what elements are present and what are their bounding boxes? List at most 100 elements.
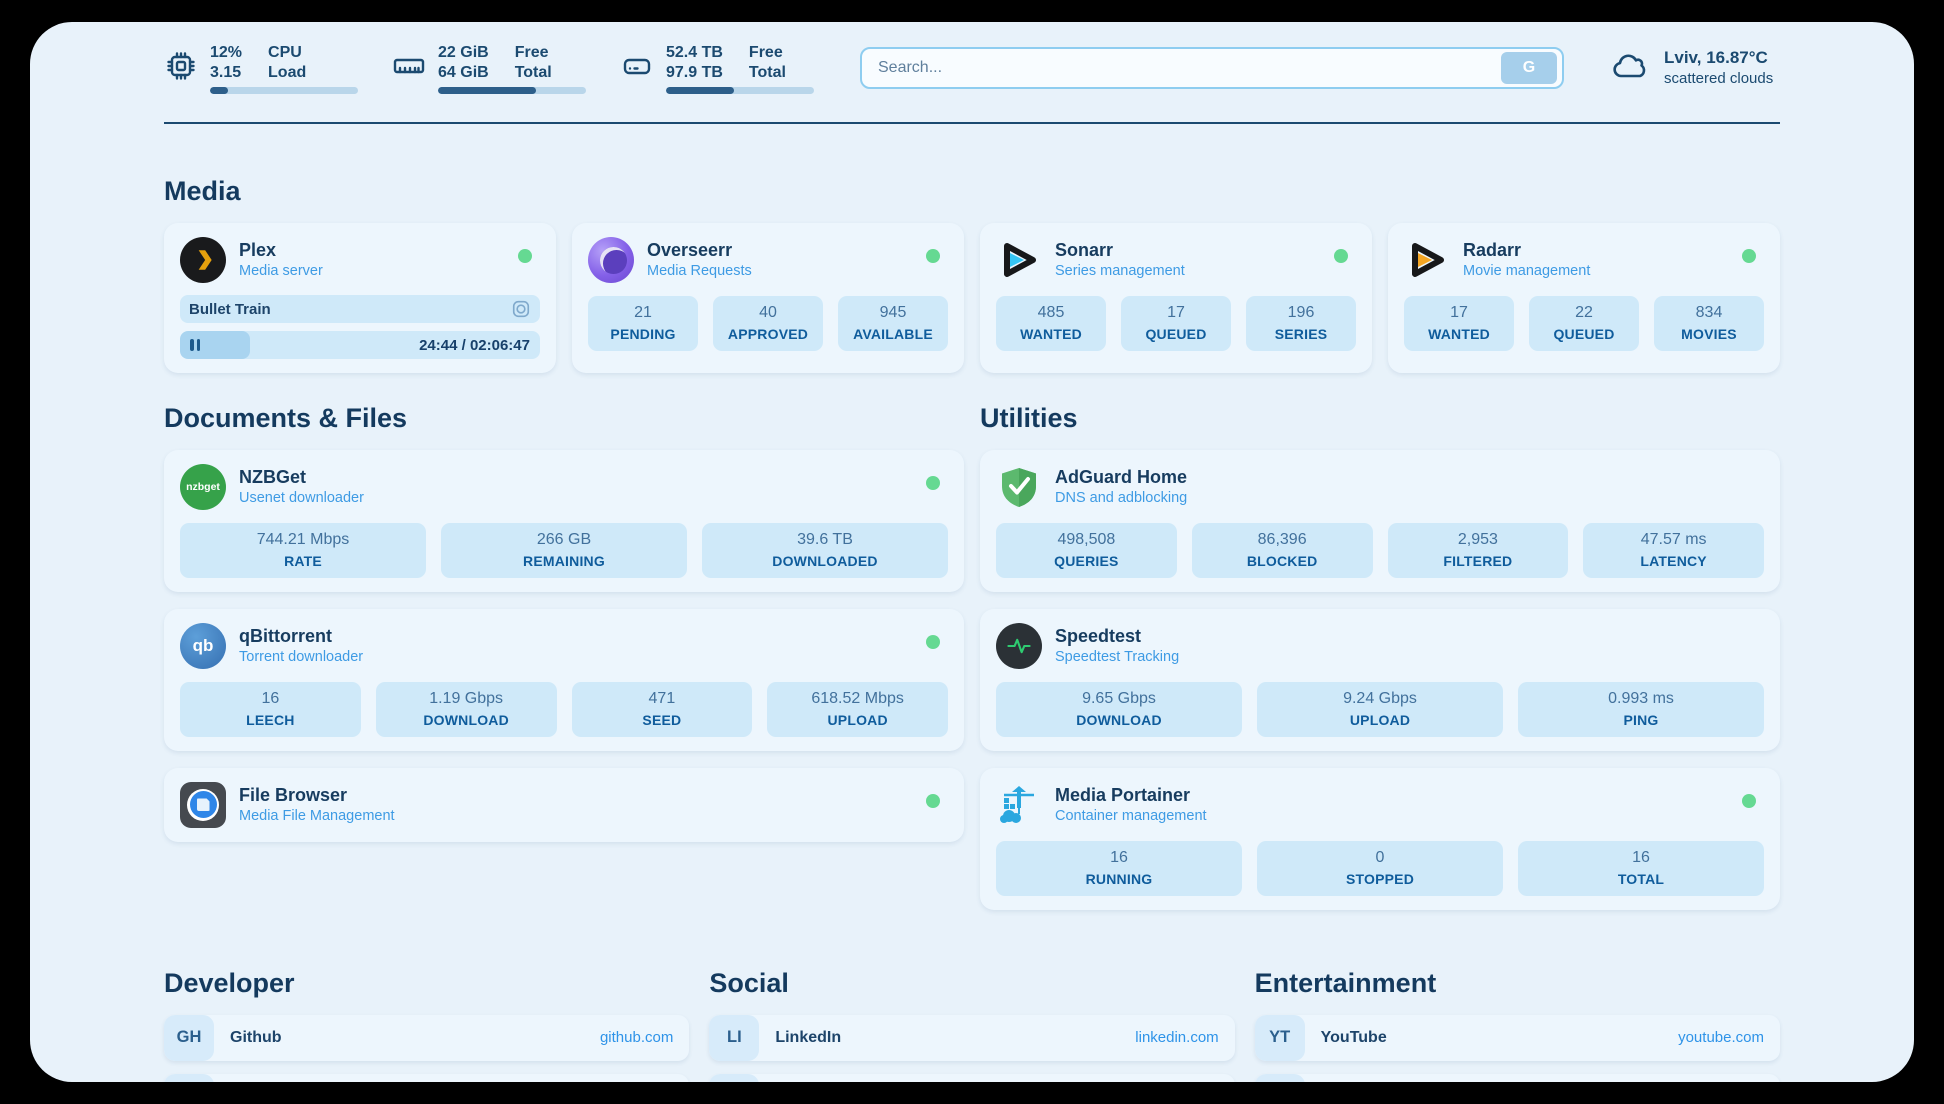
now-playing-title: Bullet Train	[189, 300, 271, 318]
app-card-adguard[interactable]: AdGuard Home DNS and adblocking 498,508 Q…	[980, 450, 1780, 592]
stat-pill: 16 LEECH	[180, 681, 361, 737]
section-entertainment: Entertainment YT YouTube youtube.com NF …	[1254, 967, 1780, 1082]
status-dot-online	[926, 249, 940, 263]
disk-label-total: Total	[748, 63, 786, 81]
disk-progress-bar	[666, 86, 814, 94]
weather-condition: scattered clouds	[1664, 70, 1774, 88]
app-card-sonarr[interactable]: Sonarr Series management 485 WANTED 17 QUE…	[980, 223, 1372, 373]
app-card-filebrowser[interactable]: File Browser Media File Management	[164, 767, 964, 842]
link-row-twitter[interactable]: TW Twitter twitter.com	[709, 1073, 1235, 1082]
status-dot-online	[926, 634, 940, 649]
stat-pill: 266 GB REMAINING	[441, 523, 687, 578]
stat-pill: 1.19 Gbps DOWNLOAD	[375, 681, 557, 737]
stat-pill: 9.65 Gbps DOWNLOAD	[996, 681, 1242, 737]
section-documents: Documents & Files nzbget NZBGet Usenet d…	[164, 403, 964, 910]
section-title-entertainment: Entertainment	[1254, 967, 1437, 998]
link-row-netflix[interactable]: NF Netflix netflix.com	[1254, 1073, 1780, 1082]
stat-pill: 16 TOTAL	[1518, 840, 1764, 896]
app-subtitle: Media File Management	[239, 807, 395, 824]
ram-progress-bar	[438, 86, 586, 94]
status-dot-online	[926, 793, 940, 808]
overseerr-icon	[588, 237, 634, 283]
cpu-progress-bar	[210, 86, 358, 94]
stat-pill: 0.993 ms PING	[1518, 681, 1764, 737]
stat-pill: 2,953 FILTERED	[1387, 523, 1569, 578]
link-url: linkedin.com	[1135, 1029, 1219, 1047]
link-row-youtube[interactable]: YT YouTube youtube.com	[1254, 1014, 1780, 1061]
app-subtitle: Speedtest Tracking	[1055, 648, 1180, 665]
cpu-icon	[167, 52, 195, 80]
app-name: Radarr	[1463, 240, 1522, 261]
app-subtitle: Media server	[239, 262, 323, 279]
status-dot-online	[1742, 249, 1756, 263]
cpu-label-top: CPU	[268, 43, 302, 61]
disk-stat: 52.4 TB 97.9 TB Free Total	[620, 43, 814, 94]
cpu-stat: 12% 3.15 CPU Load	[164, 43, 358, 94]
app-subtitle: Movie management	[1463, 262, 1591, 279]
search-input[interactable]	[878, 59, 1501, 77]
link-abbr: GH	[164, 1014, 214, 1061]
stat-pill: 17 QUEUED	[1121, 296, 1231, 351]
section-title-social: Social	[709, 967, 789, 998]
app-card-radarr[interactable]: Radarr Movie management 17 WANTED 22 QUEUE…	[1388, 223, 1780, 373]
app-card-speedtest[interactable]: Speedtest Speedtest Tracking 9.65 Gbps DO…	[980, 608, 1780, 751]
stat-pill: 618.52 Mbps UPLOAD	[767, 681, 948, 737]
filebrowser-icon	[180, 781, 226, 828]
media-type-icon	[512, 300, 530, 318]
status-dot-online	[1742, 793, 1756, 808]
app-name: AdGuard Home	[1055, 467, 1188, 488]
app-subtitle: Container management	[1055, 807, 1207, 824]
search-engine-button[interactable]: G	[1501, 52, 1557, 84]
link-row-github[interactable]: GH Github github.com	[164, 1014, 690, 1061]
search-bar: G	[860, 47, 1564, 89]
app-name: Sonarr	[1055, 240, 1114, 261]
link-url: github.com	[599, 1029, 674, 1047]
app-card-portainer[interactable]: Media Portainer Container management 16 R…	[980, 767, 1780, 910]
stat-pill: 834 MOVIES	[1654, 296, 1764, 351]
app-card-qbittorrent[interactable]: qb qBittorrent Torrent downloader 16 LEEC…	[164, 608, 964, 751]
stat-pill: 40 APPROVED	[713, 296, 823, 351]
link-url: youtube.com	[1678, 1029, 1764, 1047]
ram-label-total: Total	[514, 63, 552, 81]
weather-location-temp: Lviv, 16.87°C	[1664, 48, 1768, 68]
section-media: Media Plex Media server	[164, 176, 1780, 373]
cpu-value-load: 3.15	[210, 63, 242, 81]
app-card-overseerr[interactable]: Overseerr Media Requests 21 PENDING 40 APP…	[572, 223, 964, 373]
app-card-plex[interactable]: Plex Media server Bullet Train 24:44 / 0	[164, 223, 556, 373]
stat-pill: 86,396 BLOCKED	[1191, 523, 1373, 578]
link-row-stackoverflow[interactable]: SO StackOverflow stackoverflow.com	[164, 1073, 690, 1082]
link-abbr: LI	[709, 1014, 760, 1061]
adguard-icon	[996, 464, 1042, 510]
section-social: Social LI LinkedIn linkedin.com TW Twitt…	[709, 967, 1235, 1082]
disk-free-value: 52.4 TB	[666, 43, 723, 61]
cpu-label-bottom: Load	[268, 63, 307, 81]
plex-icon	[180, 237, 226, 283]
app-subtitle: Torrent downloader	[239, 648, 364, 665]
now-playing-row: Bullet Train	[180, 295, 540, 323]
stat-pill: 196 SERIES	[1246, 296, 1356, 351]
app-card-nzbget[interactable]: nzbget NZBGet Usenet downloader 744.21 M…	[164, 450, 964, 592]
dashboard-page: 12% 3.15 CPU Load	[30, 22, 1914, 1082]
section-developer: Developer GH Github github.com SO StackO…	[164, 968, 690, 1082]
cpu-value-percent: 12%	[210, 43, 243, 61]
section-title-documents: Documents & Files	[164, 403, 408, 433]
link-row-linkedin[interactable]: LI LinkedIn linkedin.com	[709, 1014, 1235, 1061]
ram-free-value: 22 GiB	[438, 43, 489, 61]
link-name: YouTube	[1320, 1028, 1387, 1046]
ram-total-value: 64 GiB	[438, 63, 489, 81]
disk-icon	[623, 58, 651, 75]
speedtest-icon	[996, 622, 1042, 669]
ram-label-free: Free	[514, 43, 549, 61]
app-subtitle: Media Requests	[647, 262, 752, 279]
portainer-icon	[996, 782, 1042, 828]
stat-pill: 498,508 QUERIES	[996, 523, 1177, 578]
link-name: LinkedIn	[775, 1028, 842, 1046]
link-abbr: NF	[1254, 1073, 1305, 1082]
stat-pill: 47.57 ms LATENCY	[1583, 523, 1764, 578]
playback-time: 24:44 / 02:06:47	[419, 336, 530, 354]
app-name: Media Portainer	[1055, 785, 1191, 806]
nzbget-icon: nzbget	[180, 464, 226, 510]
link-name: Github	[230, 1028, 282, 1046]
system-stats: 12% 3.15 CPU Load	[164, 43, 814, 94]
app-name: Speedtest	[1055, 626, 1142, 647]
